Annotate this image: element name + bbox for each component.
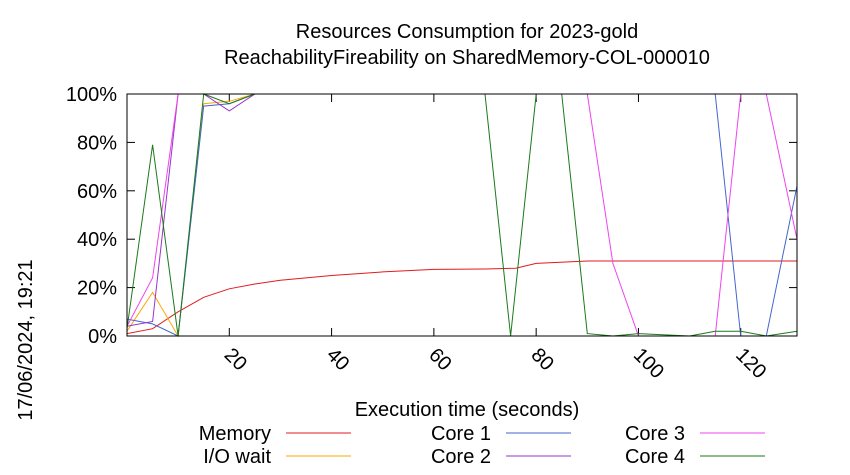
chart-title-line2: ReachabilityFireability on SharedMemory-… <box>224 47 710 69</box>
legend-label: Memory <box>199 423 271 445</box>
timestamp: 17/06/2024, 19:21 <box>15 259 37 420</box>
y-tick-label: 20% <box>77 278 117 300</box>
x-tick-label: 60 <box>424 344 455 375</box>
legend-label: Core 2 <box>431 446 491 468</box>
y-tick-label: 0% <box>88 326 117 348</box>
y-tick-label: 60% <box>77 181 117 203</box>
series-line-core-2 <box>126 93 797 327</box>
series-lines <box>126 93 798 338</box>
y-tick-label: 40% <box>77 229 117 251</box>
series-line-core-3 <box>126 93 798 337</box>
series-line-i-o-wait <box>126 93 797 338</box>
y-tick-label: 100% <box>66 84 117 106</box>
legend-label: I/O wait <box>203 446 271 468</box>
x-tick-label: 80 <box>527 344 558 375</box>
x-tick-label: 100 <box>629 344 668 383</box>
legend-label: Core 3 <box>625 423 685 445</box>
series-line-core-1 <box>126 93 798 337</box>
x-axis-ticks: 20 40 60 80 100 120 <box>220 94 770 383</box>
series-line-memory <box>126 260 797 335</box>
y-axis-ticks: 0% 20% 40% 60% 80% 100% <box>66 84 797 348</box>
legend-label: Core 1 <box>431 423 491 445</box>
x-axis-label: Execution time (seconds) <box>355 399 580 421</box>
legend-label: Core 4 <box>625 446 685 468</box>
x-tick-label: 120 <box>731 344 770 383</box>
x-tick-label: 20 <box>220 344 251 375</box>
series-line-core-4 <box>126 93 798 337</box>
chart-title-line1: Resources Consumption for 2023-gold <box>296 21 638 43</box>
x-tick-label: 40 <box>322 344 353 375</box>
plot-frame <box>126 93 798 337</box>
y-tick-label: 80% <box>77 132 117 154</box>
